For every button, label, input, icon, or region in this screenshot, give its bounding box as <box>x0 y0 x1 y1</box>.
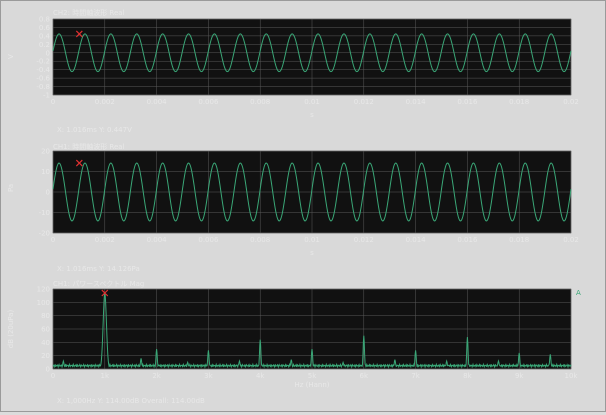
y-tick-label: 40 <box>41 339 50 347</box>
waveform-trace <box>52 162 572 222</box>
x-tick-label: 6k <box>360 372 369 380</box>
gridlines <box>52 150 572 234</box>
y-tick-label: 0 <box>46 49 50 57</box>
x-tick-label: 0 <box>51 98 55 106</box>
cursor-x-mark[interactable] <box>75 30 83 38</box>
x-tick-label: 0.014 <box>406 236 427 244</box>
x-axis-label: s <box>310 249 314 257</box>
y-axis-label: Pa <box>7 184 15 192</box>
x-axis-label: Hz (Hann) <box>294 381 329 389</box>
x-tick-label: 0.008 <box>250 236 270 244</box>
x-tick-labels: 0 1k 2k 3k 4k 5k 6k 7k 8k 9k 10k <box>51 372 579 380</box>
x-tick-label: 0.01 <box>304 98 320 106</box>
x-tick-label: 4k <box>256 372 265 380</box>
cursor-readout: X: 1.016ms Y: 0.447V <box>57 126 132 134</box>
y-axis-label: dB (20uPa) <box>7 310 15 349</box>
trace-marker-label: A <box>576 289 581 297</box>
x-tick-labels: 0 0.002 0.004 0.006 0.008 0.01 0.012 0.014 0.016… <box>51 236 579 244</box>
x-tick-label: 0.004 <box>147 236 168 244</box>
y-tick-label: 100 <box>37 299 50 307</box>
cursor-readout: X: 1,000Hz Y: 114.00dB Overall: 114.00dB <box>57 397 205 405</box>
y-tick-label: 0 <box>46 366 50 374</box>
gridlines <box>52 288 572 370</box>
x-tick-label: 8k <box>463 372 472 380</box>
x-tick-label: 0 <box>51 372 55 380</box>
x-tick-label: 9k <box>515 372 524 380</box>
y-tick-label: 20 <box>41 352 50 360</box>
y-tick-labels: 0.80.60.40.20-0.2-0.4-0.6-0.8-1 <box>36 16 50 100</box>
y-tick-label: 10 <box>41 168 50 176</box>
x-tick-label: 0.018 <box>509 98 529 106</box>
y-tick-label: -0.4 <box>36 66 50 74</box>
cursor-marker[interactable] <box>101 289 109 297</box>
y-tick-label: -10 <box>39 209 50 217</box>
cursor-x-mark[interactable] <box>75 159 83 167</box>
cursor-readout: X: 1.016ms Y: 14.126Pa <box>57 265 140 273</box>
y-axis-label: V <box>7 54 15 59</box>
x-tick-label: 0.01 <box>304 236 320 244</box>
x-tick-label: 2k <box>152 372 161 380</box>
x-tick-label: 0.02 <box>563 98 579 106</box>
y-tick-label: 0 <box>46 189 50 197</box>
panel-title: CH1: パワースペクトル Mag <box>53 280 144 288</box>
panel-ch1-spectrum: CH1: パワースペクトル Mag 120 100 80 60 40 20 0 0 1k 2k 3… <box>7 280 581 405</box>
x-axis-label: s <box>310 111 314 119</box>
x-tick-label: 0.002 <box>95 236 115 244</box>
x-tick-label: 5k <box>308 372 317 380</box>
y-tick-label: 0.6 <box>39 24 51 32</box>
cursor-x-mark[interactable] <box>101 289 109 297</box>
x-tick-label: 1k <box>101 372 110 380</box>
waveform-trace <box>52 33 572 73</box>
spectrum-trace <box>52 292 572 369</box>
y-tick-label: -0.2 <box>36 58 50 66</box>
cursor-marker[interactable] <box>75 30 83 38</box>
panel-title: CH1: 時間軸波形 Real <box>53 142 125 151</box>
y-tick-label: 0.4 <box>39 32 51 40</box>
y-tick-label: 0.2 <box>39 41 50 49</box>
x-tick-label: 10k <box>565 372 579 380</box>
y-tick-labels: 120 100 80 60 40 20 0 <box>37 286 50 374</box>
x-tick-label: 0.016 <box>457 236 478 244</box>
x-tick-label: 0.002 <box>95 98 115 106</box>
cursor-marker[interactable] <box>75 159 83 167</box>
x-tick-label: 7k <box>411 372 420 380</box>
x-tick-label: 0.006 <box>198 98 219 106</box>
panel-ch2-time: CH2: 時間軸波形 Real 0.80.60.40.20-0.2-0.4-0.… <box>7 8 579 134</box>
y-tick-label: 80 <box>41 312 50 320</box>
x-tick-label: 0.016 <box>457 98 478 106</box>
x-tick-label: 0.008 <box>250 98 270 106</box>
y-tick-label: 60 <box>41 326 50 334</box>
x-tick-label: 0.018 <box>509 236 529 244</box>
x-tick-label: 0.004 <box>147 98 168 106</box>
y-tick-label: -20 <box>39 230 50 238</box>
y-tick-label: 0.8 <box>39 16 50 24</box>
x-tick-labels: 0 0.002 0.004 0.006 0.008 0.01 0.012 0.014 0.016… <box>51 98 579 106</box>
x-tick-label: 0.006 <box>198 236 219 244</box>
x-tick-label: 0.02 <box>563 236 579 244</box>
y-tick-label: 120 <box>37 286 50 294</box>
panel-title: CH2: 時間軸波形 Real <box>53 8 125 17</box>
x-tick-label: 0 <box>51 236 55 244</box>
x-tick-label: 0.012 <box>354 98 374 106</box>
x-tick-label: 0.014 <box>406 98 427 106</box>
y-tick-label: 20 <box>41 148 50 156</box>
x-tick-label: 3k <box>204 372 213 380</box>
x-tick-label: 0.012 <box>354 236 374 244</box>
y-tick-label: -0.6 <box>36 75 50 83</box>
y-tick-label: -0.8 <box>36 83 50 91</box>
y-tick-label: -1 <box>43 92 50 100</box>
y-tick-labels: 20 10 0 -10 -20 <box>39 148 50 238</box>
